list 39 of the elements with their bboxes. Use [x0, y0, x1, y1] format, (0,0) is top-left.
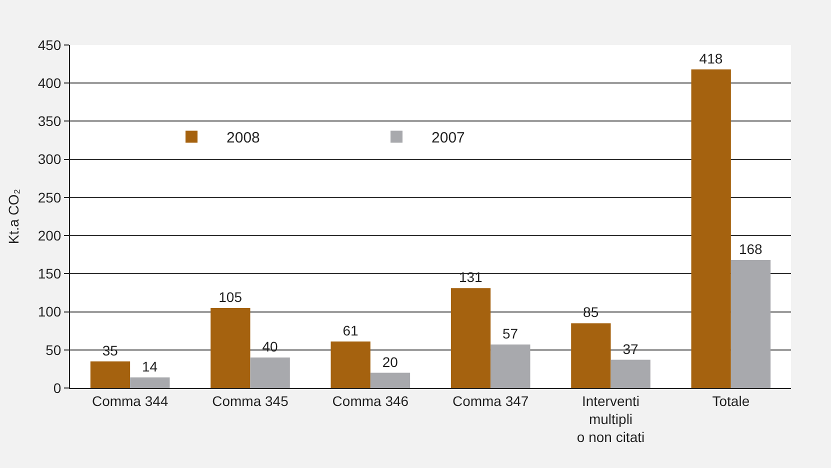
bar	[571, 323, 611, 388]
bar	[370, 372, 410, 388]
legend-label: 2007	[432, 130, 465, 147]
y-tick-label: 50	[46, 342, 62, 358]
data-label: 20	[382, 354, 398, 370]
bar	[450, 288, 491, 388]
y-axis-title: Kt.a CO₂	[5, 188, 22, 244]
y-tick-label: 350	[38, 113, 62, 130]
data-label: 57	[502, 326, 518, 342]
data-label: 61	[342, 322, 358, 338]
x-tick-label: Comma 344	[92, 392, 168, 409]
data-label: 418	[699, 50, 723, 66]
y-tick-label: 200	[38, 227, 62, 244]
bar	[90, 361, 130, 388]
bar	[730, 260, 771, 388]
bar	[490, 344, 530, 388]
x-tick-label: Comma 347	[452, 392, 529, 409]
data-label: 14	[142, 358, 158, 374]
bar	[330, 342, 370, 388]
bar	[210, 308, 250, 388]
data-label: 131	[458, 269, 483, 286]
y-tick-label: 400	[38, 75, 62, 92]
y-tick-label: 450	[38, 36, 62, 53]
legend-label: 2008	[226, 130, 260, 147]
data-label: 168	[738, 240, 763, 257]
y-tick-label: 150	[38, 266, 62, 282]
bar	[250, 358, 290, 388]
bar	[691, 69, 731, 388]
y-tick-label: 300	[38, 151, 62, 168]
data-label: 105	[218, 288, 242, 305]
x-tick-label: Interventi multipli o non citati	[576, 392, 645, 446]
x-tick-label: Comma 346	[332, 392, 409, 409]
bar	[610, 360, 650, 388]
y-tick-label: 100	[38, 304, 62, 320]
x-tick-label: Comma 345	[212, 392, 289, 409]
y-tick-label: 0	[53, 380, 62, 396]
x-tick-label: Totale	[712, 392, 750, 409]
y-tick-label: 250	[38, 189, 62, 206]
bar	[130, 377, 170, 388]
